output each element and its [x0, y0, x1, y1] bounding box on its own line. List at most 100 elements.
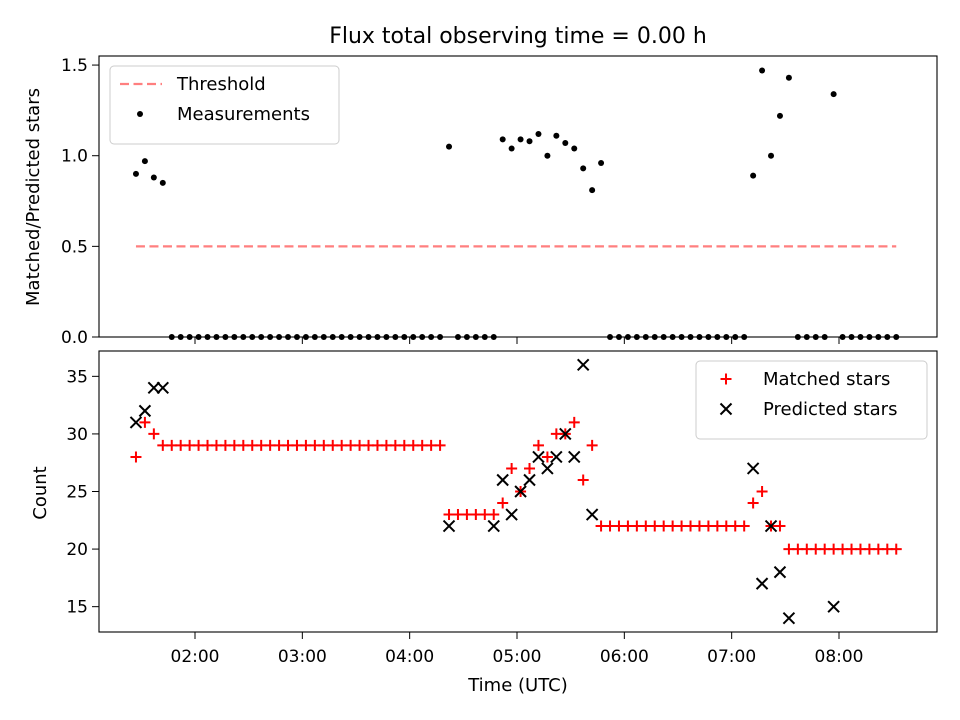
y-tick-label: 1.0 — [61, 147, 88, 167]
measurements-point — [517, 136, 524, 143]
top-panel-frame — [98, 55, 938, 338]
y-tick-label: 25 — [66, 483, 88, 503]
predicted-stars-point — [532, 450, 545, 464]
x-tick-label: 07:00 — [707, 647, 756, 667]
top-legend: Threshold Measurements — [109, 65, 340, 145]
predicted-stars-point — [138, 404, 152, 418]
y-tick-label: 20 — [66, 540, 88, 560]
measurements-point — [785, 74, 792, 81]
matched-stars-point — [139, 416, 151, 428]
matched-stars-point — [506, 462, 518, 474]
predicted-stars-point — [827, 600, 840, 613]
predicted-stars-point — [523, 473, 536, 487]
matched-stars-point — [524, 462, 536, 474]
predicted-stars-point — [559, 427, 572, 441]
predicted-stars-point — [550, 450, 563, 464]
measurements-point — [759, 67, 766, 74]
matched-stars-point — [747, 497, 759, 509]
y-tick-label: 0.0 — [61, 328, 88, 348]
bottom-legend: Matched stars Predicted stars — [695, 360, 928, 440]
measurements-point — [750, 172, 757, 179]
predicted-stars-point — [746, 462, 760, 475]
matched-stars-point — [532, 439, 544, 451]
bottom-x-axis: 02:00 03:00 04:00 05:00 06:00 07:00 08:00 — [171, 632, 864, 667]
legend-label: Predicted stars — [763, 399, 897, 420]
measurements-point — [562, 140, 569, 147]
y-tick-label: 0.5 — [61, 237, 88, 257]
top-y-axis: 0.0 0.5 1.0 1.5 — [61, 56, 99, 348]
predicted-stars-point — [576, 358, 590, 372]
measurements-point — [544, 152, 551, 159]
measurements-point — [535, 130, 542, 137]
legend-label: Threshold — [176, 74, 266, 95]
x-tick-label: 02:00 — [171, 647, 220, 667]
measurements-point — [580, 165, 587, 172]
predicted-stars-point — [505, 508, 518, 521]
matched-stars-point — [738, 520, 750, 532]
predicted-stars-point — [568, 450, 581, 464]
measurements-point — [553, 132, 560, 139]
matched-stars-point — [756, 486, 768, 497]
y-tick-label: 30 — [66, 425, 88, 445]
legend-label: Matched stars — [763, 369, 890, 390]
matched-stars-point — [541, 451, 553, 463]
matched-stars-point — [148, 428, 160, 440]
x-tick-label: 05:00 — [493, 647, 542, 667]
measurements-point — [141, 158, 148, 165]
predicted-stars-point — [541, 462, 554, 475]
x-tick-label: 08:00 — [815, 647, 864, 667]
x-tick-label: 03:00 — [278, 647, 327, 667]
measurements-point — [598, 159, 605, 166]
predicted-stars-point — [147, 381, 161, 395]
predicted-stars-point — [156, 381, 170, 395]
measurements-point — [589, 187, 596, 194]
x-tick-label: 06:00 — [600, 647, 649, 667]
chart-title: Flux total observing time = 0.00 h — [329, 24, 707, 49]
matched-stars-point — [890, 543, 902, 555]
matched-stars-point — [577, 474, 589, 486]
predicted-stars-point — [782, 611, 796, 625]
measurements-point — [446, 143, 453, 150]
predicted-stars-point — [487, 519, 500, 533]
top-x-ticks — [194, 337, 840, 344]
y-tick-label: 35 — [66, 367, 88, 387]
measurements-point — [508, 145, 515, 152]
measurements-point — [526, 138, 533, 145]
predicted-stars-point — [442, 519, 456, 533]
matched-stars-point — [130, 451, 142, 463]
y-tick-label: 15 — [66, 598, 88, 618]
x-axis-label: Time (UTC) — [467, 675, 568, 696]
measurements-point — [776, 112, 783, 119]
measurements-point — [132, 170, 139, 177]
measurements-point — [499, 136, 506, 143]
predicted-stars-point — [496, 473, 509, 487]
matched-stars-point — [497, 497, 509, 509]
legend-predicted-stars-swatch — [719, 402, 733, 416]
predicted-stars-point — [773, 565, 787, 579]
matched-stars-point — [488, 509, 500, 521]
matched-stars-point — [586, 439, 598, 451]
x-tick-label: 04:00 — [385, 647, 434, 667]
bottom-y-axis-label: Count — [30, 466, 51, 519]
bottom-panel: 15 20 25 30 35 02:00 03:00 04:00 05:00 06:00 07:0… — [30, 350, 938, 667]
matched-stars-point — [434, 439, 446, 451]
legend-label: Measurements — [177, 104, 310, 125]
measurements-point — [830, 91, 837, 98]
measurements-point — [571, 145, 578, 152]
legend-box — [695, 360, 928, 440]
legend-box — [109, 65, 340, 145]
predicted-stars-point — [129, 416, 143, 429]
bottom-panel-data — [129, 358, 902, 625]
matched-stars-point — [568, 416, 580, 428]
legend-measurements-swatch — [137, 111, 143, 117]
legend-matched-stars-swatch — [720, 373, 732, 385]
bottom-y-axis: 15 20 25 30 35 — [66, 367, 99, 618]
top-y-axis-label: Matched/Predicted stars — [23, 88, 44, 306]
predicted-stars-point — [755, 577, 769, 590]
predicted-stars-point — [764, 519, 778, 533]
predicted-stars-point — [514, 485, 527, 498]
measurements-point — [150, 174, 157, 181]
y-tick-label: 1.5 — [61, 56, 88, 76]
measurements-point — [159, 179, 166, 186]
